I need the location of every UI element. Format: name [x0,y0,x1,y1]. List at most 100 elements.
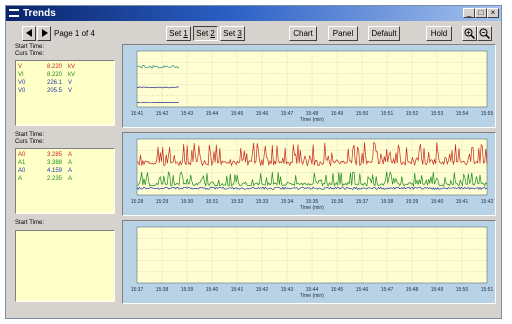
series-line [136,141,488,167]
x-tick-label: 15:49 [431,287,444,293]
x-tick-label: 15:32 [231,199,244,205]
reading-value: 205.5 [46,88,62,94]
reading-unit: A [68,176,73,182]
x-tick-label: 15:50 [456,287,469,293]
x-tick-label: 15:40 [206,287,219,293]
set-3-button[interactable]: Set 3 [220,26,245,41]
series-line [136,186,488,191]
reading-name: A1 [18,160,26,166]
x-tick-label: 15:31 [206,199,219,205]
reading-row: V0 226.1 V [18,79,112,87]
reading-unit: A [68,160,73,166]
x-tick-label: 15:37 [356,199,369,205]
x-tick-label: 15:45 [331,287,344,293]
minimize-button[interactable]: _ [463,8,475,18]
readings-box: V 8.220 kV VI 8.220 kV V0 226.1 V V0 205.5 V [15,60,115,126]
x-tick-label: 15:47 [381,287,394,293]
x-tick-label: 15:38 [381,199,394,205]
trend-panel-3: Start Time: 15:37 15:38 15:39 15:40 15:41 15:… [14,220,496,304]
x-tick-label: 15:53 [431,111,444,117]
hold-button[interactable]: Hold [426,26,452,41]
cursor-time-label: Curs Time: [15,139,45,145]
reading-name: A0 [18,152,26,158]
title-bar[interactable]: Trends _ □ × [6,6,501,21]
x-tick-label: 15:49 [331,111,344,117]
readings-box [15,230,115,302]
chart-button[interactable]: Chart [289,26,317,41]
x-tick-label: 15:55 [481,111,494,117]
app-menu-icon[interactable] [9,9,19,17]
start-time-label: Start Time: [15,220,45,226]
set-label: Set [223,29,238,38]
x-tick-label: 15:40 [431,199,444,205]
x-tick-label: 15:50 [356,111,369,117]
x-tick-label: 15:39 [181,287,194,293]
chart-3-svg: 15:37 15:38 15:39 15:40 15:41 15:42 15:43 15:44… [131,226,494,299]
default-button[interactable]: Default [368,26,400,41]
close-button[interactable]: × [487,8,499,18]
reading-row: V0 205.5 V [18,87,112,95]
x-tick-label: 15:29 [156,199,169,205]
trend-chart-1[interactable]: 15:41 15:42 15:43 15:44 15:45 15:46 15:47 15:48… [122,44,496,128]
reading-row: VI 8.220 kV [18,71,112,79]
x-tick-label: 15:48 [306,111,319,117]
set-1-button[interactable]: Set 1 [166,26,191,41]
reading-value: 4.159 [46,168,62,174]
x-tick-label: 15:30 [181,199,194,205]
start-time-label: Start Time: [15,44,45,50]
trend-chart-2[interactable]: 15:28 15:29 15:30 15:31 15:32 15:33 15:34 15:35… [122,132,496,216]
zoom-in-icon [464,28,476,40]
x-tick-label: 15:51 [481,287,494,293]
trend-chart-3[interactable]: 15:37 15:38 15:39 15:40 15:41 15:42 15:43 15:44… [122,220,496,304]
x-tick-label: 15:36 [331,199,344,205]
reading-unit: V [68,88,73,94]
zoom-out-button[interactable] [477,26,492,41]
set-label: Set [169,29,184,38]
x-axis-label: Time (min) [300,117,324,123]
reading-name: A0 [18,168,26,174]
x-tick-label: 15:46 [356,287,369,293]
reading-value: 3.285 [46,152,62,158]
set-key: 1 [183,29,188,38]
window-title: Trends [23,8,56,19]
chart-1-svg: 15:41 15:42 15:43 15:44 15:45 15:46 15:47 15:48… [131,50,494,123]
reading-unit: A [68,168,73,174]
series-line [136,86,180,89]
maximize-button[interactable]: □ [475,8,487,18]
set-label: Set [196,29,211,38]
set-2-button[interactable]: Set 2 [193,26,218,41]
panel-3-info: Start Time: [14,220,116,304]
x-tick-label: 15:41 [131,111,144,117]
x-tick-label: 15:43 [281,287,294,293]
series-line [137,170,488,188]
x-axis-label: Time (min) [300,293,324,299]
zoom-in-button[interactable] [462,26,477,41]
reading-name: V0 [18,88,26,94]
x-tick-label: 15:44 [206,111,219,117]
reading-row: A0 4.159 A [18,167,112,175]
start-time-label: Start Time: [15,132,45,138]
arrow-left-icon [26,29,32,37]
series-line [136,64,180,69]
reading-name: V0 [18,80,26,86]
toolbar: Page 1 of 4 Set 1 Set 2 Set 3 Chart Pane… [6,22,501,44]
x-axis-label: Time (min) [300,205,324,211]
x-tick-label: 15:42 [256,287,269,293]
x-tick-label: 15:47 [281,111,294,117]
x-tick-label: 15:34 [281,199,294,205]
reading-row: A1 3.388 A [18,159,112,167]
next-page-button[interactable] [37,26,51,41]
cursor-time-label: Curs Time: [15,51,45,57]
readings-box: A0 3.285 A A1 3.388 A A0 4.159 A A 2.235 A [15,148,115,214]
x-tick-label: 15:51 [381,111,394,117]
previous-page-button[interactable] [22,26,36,41]
trends-window: Trends _ □ × Page 1 of 4 Set 1 Set 2 Set… [5,5,502,319]
reading-value: 3.388 [46,160,62,166]
reading-value: 226.1 [46,80,62,86]
x-tick-label: 15:33 [256,199,269,205]
reading-row: A 2.235 A [18,175,112,183]
panel-button[interactable]: Panel [328,26,358,41]
reading-name: V [18,64,23,70]
trend-panel-2: Start Time: Curs Time: A0 3.285 A A1 3.388 A A… [14,132,496,216]
x-tick-label: 15:41 [456,199,469,205]
